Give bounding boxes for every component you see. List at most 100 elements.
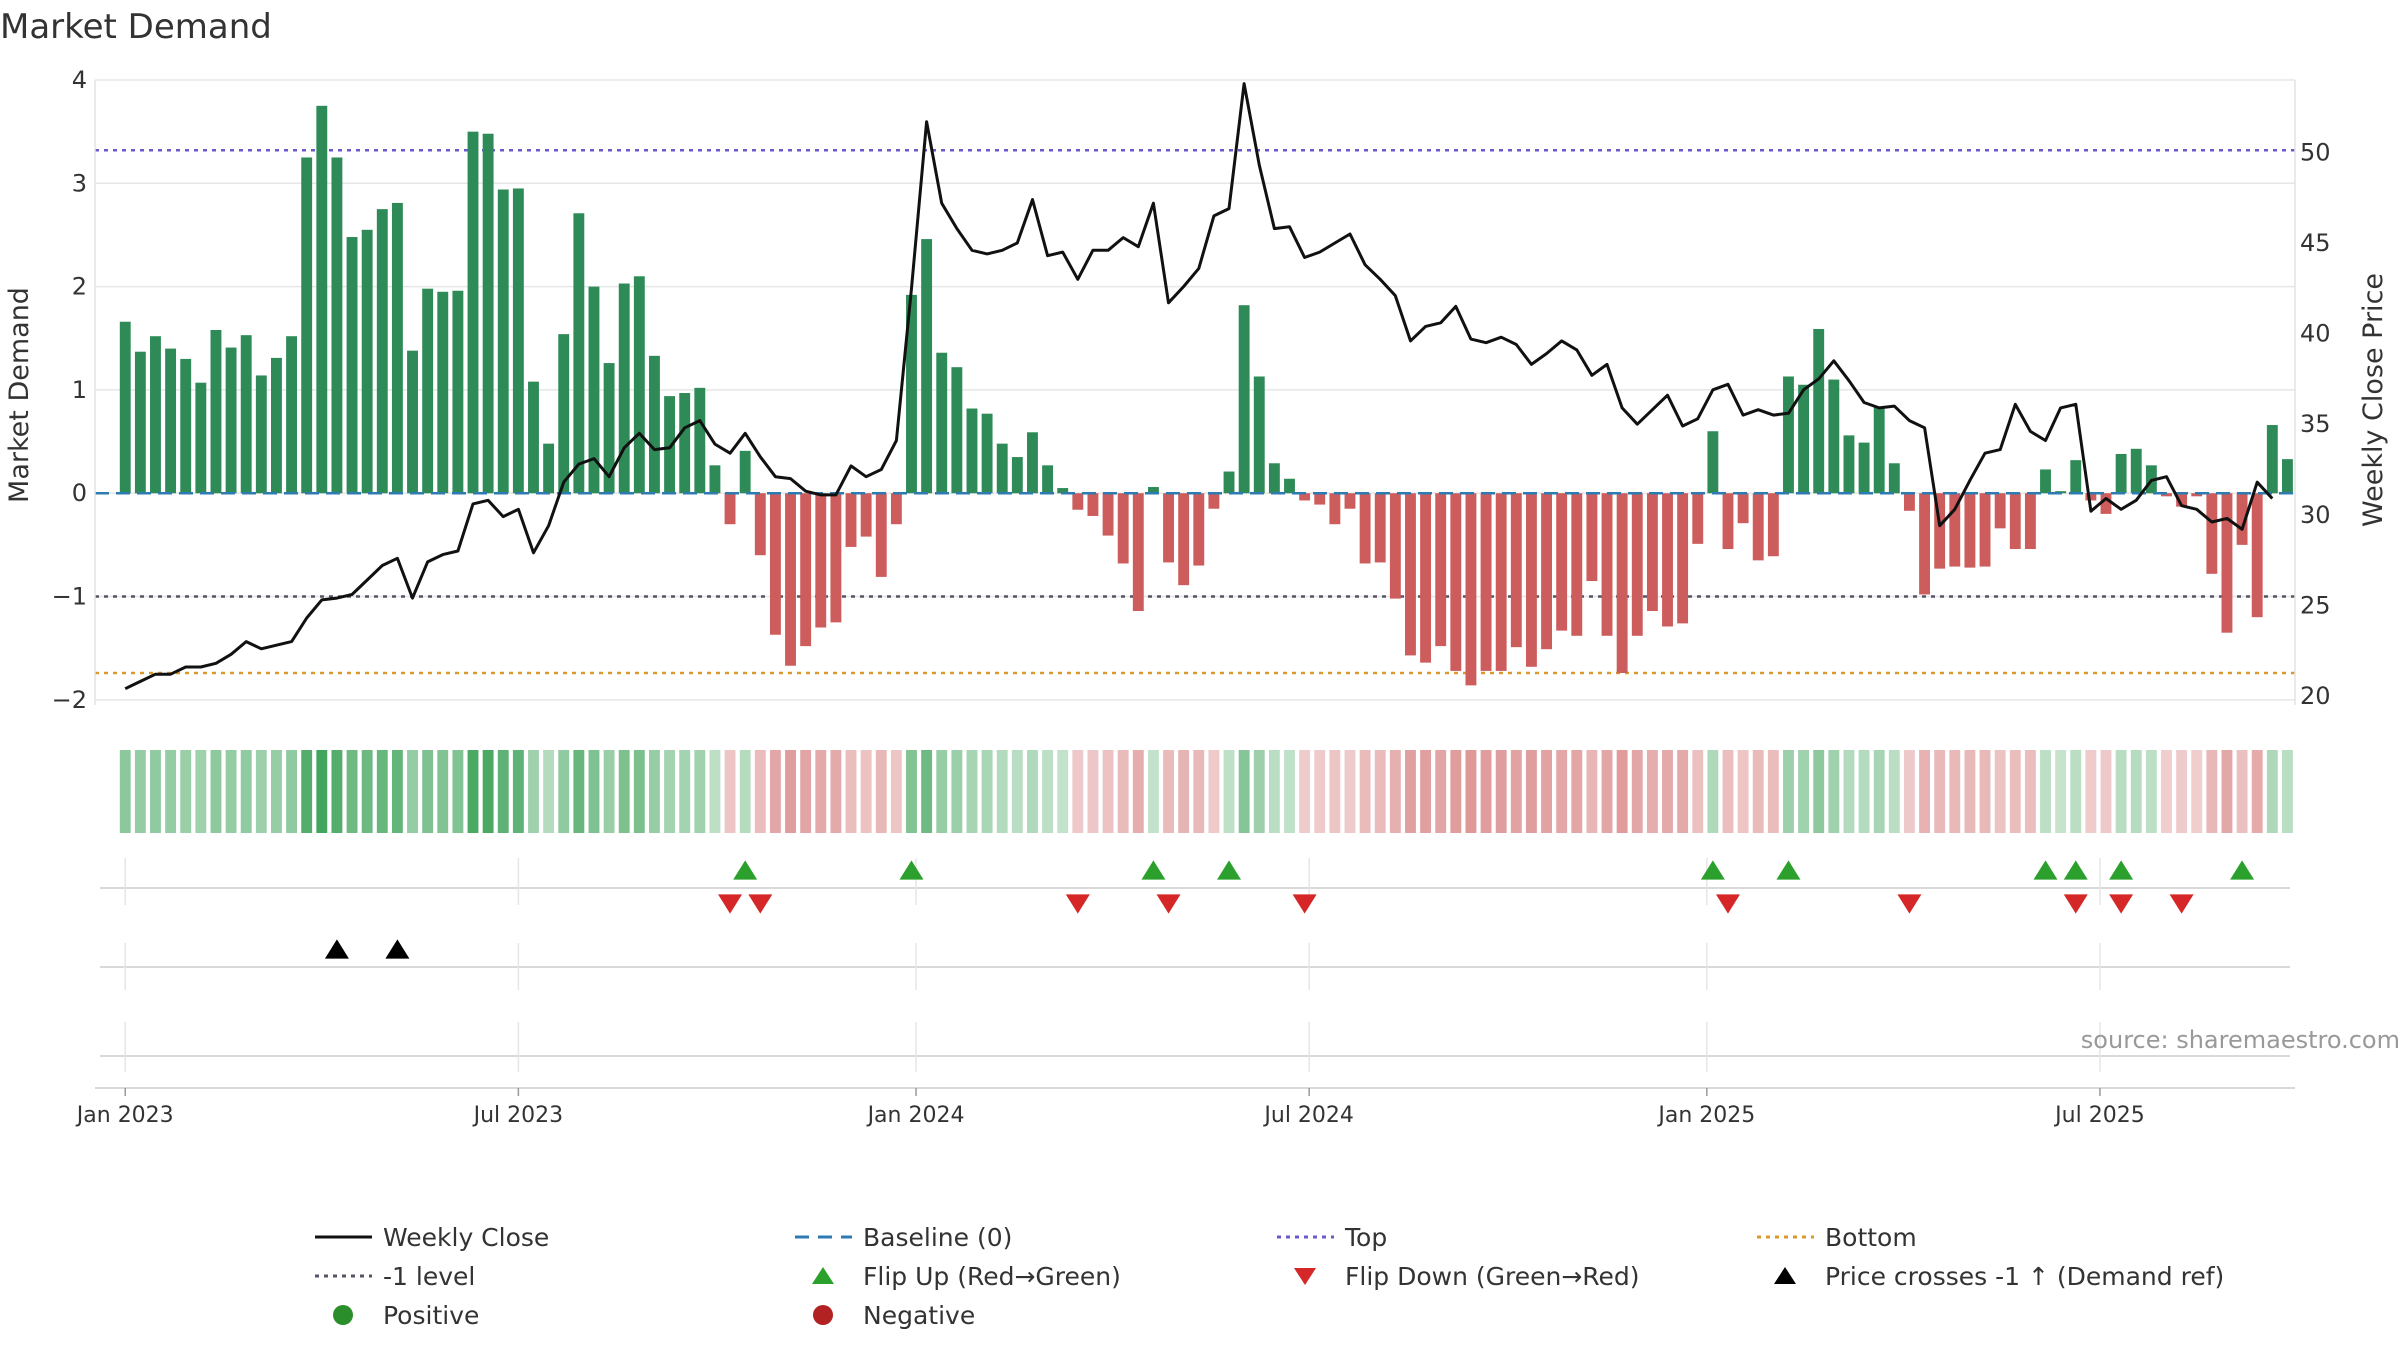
heat-cell bbox=[1465, 750, 1477, 833]
demand-bar-negative bbox=[1662, 493, 1673, 627]
demand-bar-positive bbox=[134, 351, 146, 494]
heat-cell bbox=[1783, 750, 1794, 833]
demand-bar-positive bbox=[286, 336, 298, 494]
heat-cell bbox=[664, 750, 676, 833]
heat-cell bbox=[2070, 750, 2082, 833]
flip-down-marker bbox=[1065, 894, 1090, 914]
demand-bar-positive bbox=[1042, 465, 1054, 494]
demand-bar-negative bbox=[800, 493, 812, 647]
demand-bar-negative bbox=[815, 493, 827, 628]
demand-bar-negative bbox=[1299, 493, 1311, 501]
heat-cell bbox=[1178, 750, 1190, 833]
heat-cell bbox=[1420, 750, 1432, 833]
demand-bar-positive bbox=[981, 413, 993, 494]
demand-bar-positive bbox=[225, 347, 237, 494]
heat-cell bbox=[240, 750, 252, 833]
demand-bar-negative bbox=[2251, 493, 2263, 618]
heat-cell bbox=[1767, 750, 1779, 833]
demand-bar-negative bbox=[2009, 493, 2021, 550]
demand-bar-positive bbox=[422, 288, 434, 494]
heat-cell bbox=[1692, 750, 1704, 833]
heat-cell bbox=[2009, 750, 2021, 833]
demand-bar-positive bbox=[1027, 432, 1038, 494]
demand-bar-positive bbox=[2070, 460, 2082, 494]
demand-bar-negative bbox=[1450, 493, 1462, 671]
heat-cell bbox=[1556, 750, 1568, 833]
heat-cell bbox=[1737, 750, 1749, 833]
legend-item: Top bbox=[1277, 1223, 1387, 1252]
flip-up-marker bbox=[2063, 860, 2088, 880]
demand-bar-positive bbox=[1238, 305, 1250, 494]
demand-bar-negative bbox=[1903, 493, 1915, 511]
demand-bar-negative bbox=[2191, 493, 2203, 497]
demand-bar-positive bbox=[1843, 435, 1855, 494]
heat-cell bbox=[437, 750, 449, 833]
demand-bar-negative bbox=[1405, 493, 1416, 656]
heat-cell bbox=[558, 750, 570, 833]
demand-bar-negative bbox=[1646, 493, 1658, 611]
heat-cell bbox=[1344, 750, 1356, 833]
heat-cell bbox=[2251, 750, 2263, 833]
demand-bar-positive bbox=[316, 105, 328, 494]
heat-cell bbox=[1284, 750, 1295, 833]
heat-cell bbox=[1450, 750, 1462, 833]
heat-cell bbox=[1813, 750, 1825, 833]
reference-lines bbox=[95, 148, 2295, 675]
heat-cell bbox=[1057, 750, 1069, 833]
demand-bar-positive bbox=[2281, 459, 2293, 494]
heat-cell bbox=[649, 750, 660, 833]
heat-cell bbox=[679, 750, 691, 833]
legend-item: Bottom bbox=[1757, 1223, 1917, 1252]
demand-bar-negative bbox=[1208, 493, 1220, 509]
demand-bar-negative bbox=[1692, 493, 1704, 544]
heat-cell bbox=[1027, 750, 1038, 833]
demand-bar-negative bbox=[1480, 493, 1492, 671]
demand-bar-negative bbox=[1979, 493, 1991, 567]
heat-cell bbox=[1193, 750, 1205, 833]
heat-cell bbox=[1132, 750, 1144, 833]
demand-bar-positive bbox=[210, 330, 222, 494]
legend-label: Top bbox=[1344, 1223, 1387, 1252]
heat-cell bbox=[1299, 750, 1311, 833]
demand-bar-negative bbox=[1465, 493, 1477, 686]
legend-label: Negative bbox=[863, 1301, 975, 1330]
legend-triangle-down-icon bbox=[1294, 1268, 1316, 1285]
demand-bar-negative bbox=[1541, 493, 1552, 650]
demand-bars bbox=[95, 105, 2295, 686]
demand-bar-positive bbox=[467, 131, 479, 494]
flip-up-marker bbox=[733, 860, 758, 880]
demand-bar-negative bbox=[890, 493, 902, 525]
demand-bar-positive bbox=[694, 387, 706, 494]
y-tick-label: 0 bbox=[72, 479, 87, 507]
legend-item: Flip Up (Red→Green) bbox=[812, 1262, 1121, 1291]
demand-bar-negative bbox=[2085, 493, 2097, 501]
demand-bar-positive bbox=[119, 321, 131, 494]
demand-bar-positive bbox=[1011, 457, 1023, 494]
demand-bar-negative bbox=[1087, 493, 1099, 516]
heat-cell bbox=[1359, 750, 1371, 833]
demand-bar-negative bbox=[1571, 493, 1583, 636]
demand-bar-negative bbox=[1677, 493, 1689, 624]
demand-bar-negative bbox=[860, 493, 872, 537]
heat-cell bbox=[936, 750, 948, 833]
demand-bar-positive bbox=[739, 450, 751, 494]
y-tick-label: −2 bbox=[52, 686, 87, 714]
demand-bar-positive bbox=[1858, 442, 1870, 494]
heat-cell bbox=[1268, 750, 1280, 833]
price-cross-marker bbox=[385, 939, 410, 959]
heat-cell bbox=[785, 750, 796, 833]
flip-up-marker bbox=[2230, 860, 2255, 880]
heat-cell bbox=[482, 750, 494, 833]
heat-cell bbox=[165, 750, 177, 833]
heat-cell bbox=[271, 750, 282, 833]
chart-title: Market Demand bbox=[0, 7, 272, 47]
legend-label: Flip Down (Green→Red) bbox=[1345, 1262, 1640, 1291]
heat-cell bbox=[1163, 750, 1174, 833]
flip-down-marker bbox=[718, 894, 743, 914]
heat-cell bbox=[1147, 750, 1159, 833]
demand-bar-positive bbox=[512, 188, 524, 494]
demand-bar-negative bbox=[1722, 493, 1734, 550]
demand-bar-positive bbox=[1888, 463, 1900, 494]
flip-down-marker bbox=[1292, 894, 1317, 914]
demand-bar-negative bbox=[2176, 493, 2188, 507]
